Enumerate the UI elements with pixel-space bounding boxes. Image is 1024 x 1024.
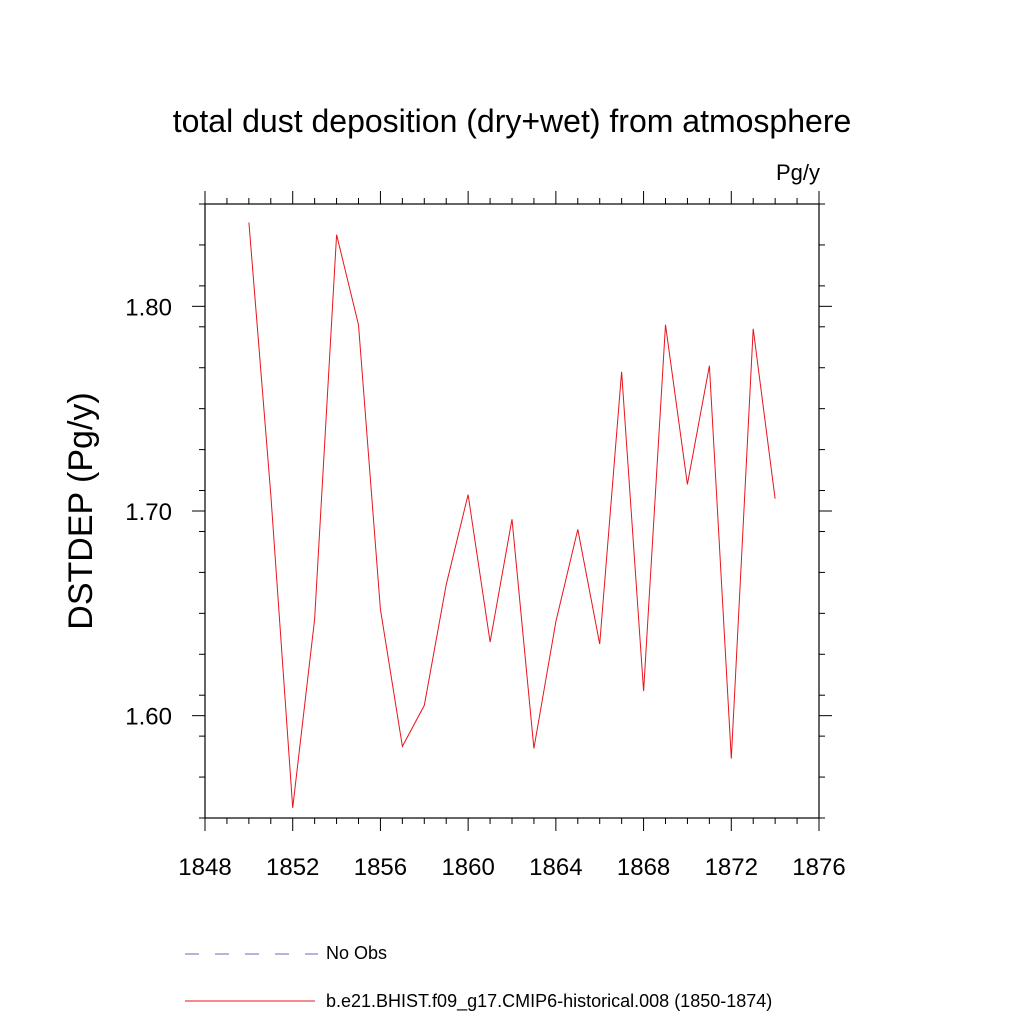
x-tick-label-1852: 1852 [266,854,319,881]
y-tick-label: 1.80 [125,294,172,321]
x-tick-label-1868: 1868 [617,854,670,881]
chart-title: total dust deposition (dry+wet) from atm… [173,103,852,139]
x-tick-label-1860: 1860 [441,854,494,881]
series-group [248,222,776,808]
x-tick-labels: 1848 1852 1856 1860 1864 1868 1872 1876 [178,854,845,881]
x-tick-label-1864: 1864 [529,854,582,881]
x-tick-label-1876: 1876 [792,854,845,881]
units-label: Pg/y [776,160,820,185]
y-tick-label: 1.70 [125,499,172,526]
y-tick-label: 1.60 [125,704,172,731]
x-tick-label-1872: 1872 [705,854,758,881]
y-tick-labels: 1.60 1.70 1.80 [125,294,172,730]
plot-frame [204,203,820,819]
legend-label-no-obs: No Obs [326,943,387,963]
x-tick-label-1856: 1856 [354,854,407,881]
axis-ticks [192,191,832,831]
legend-label-historical: b.e21.BHIST.f09_g17.CMIP6-historical.008… [326,991,772,1012]
legend: No Obs b.e21.BHIST.f09_g17.CMIP6-histori… [185,943,772,1012]
x-tick-label-1848: 1848 [178,854,231,881]
y-axis-label: DSTDEP (Pg/y) [62,392,100,629]
series-line-0 [248,222,776,808]
